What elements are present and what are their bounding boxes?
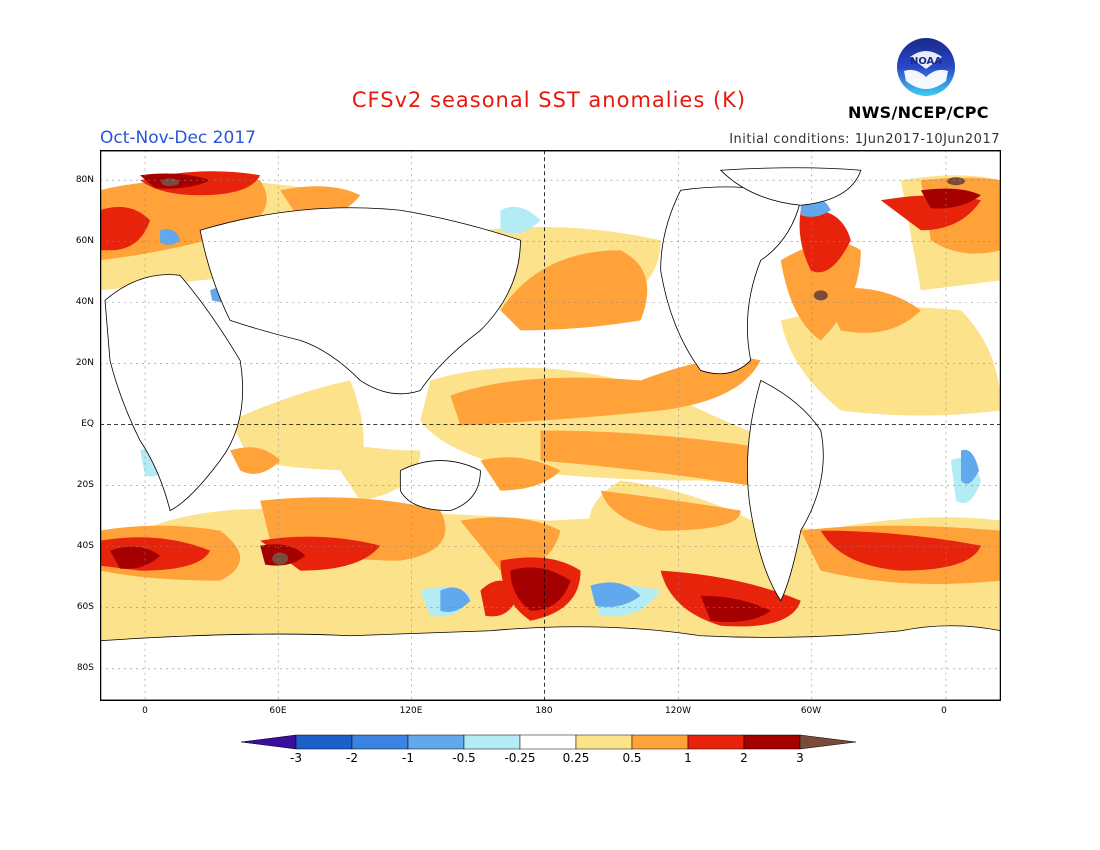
lat-label: 20N xyxy=(75,358,94,368)
lat-label: 80S xyxy=(76,663,94,673)
equator-dateline xyxy=(100,150,1001,701)
lon-label: 180 xyxy=(535,706,553,716)
lat-label: 60S xyxy=(76,602,94,612)
svg-text:NOAA: NOAA xyxy=(910,56,942,67)
agency-label: NWS/NCEP/CPC xyxy=(848,103,989,122)
colorbar-arrow-low xyxy=(240,734,297,750)
noaa-logo: NOAA xyxy=(897,38,955,96)
initial-conditions: Initial conditions: 1Jun2017-10Jun2017 xyxy=(729,132,1000,147)
sst-anomaly-map xyxy=(100,150,1001,701)
colorbar-segment xyxy=(631,734,689,750)
colorbar xyxy=(240,734,857,750)
colorbar-label: 0.5 xyxy=(622,751,642,765)
lat-label: 40S xyxy=(76,541,94,551)
colorbar-segment xyxy=(463,734,521,750)
colorbar-segment xyxy=(407,734,465,750)
lon-label: 120W xyxy=(664,706,692,716)
colorbar-segment xyxy=(575,734,633,750)
anomaly-field xyxy=(100,150,1001,701)
lat-label: EQ xyxy=(81,419,94,429)
colorbar-segment xyxy=(687,734,745,750)
lon-label: 120E xyxy=(399,706,423,716)
colorbar-label: 2 xyxy=(740,751,748,765)
lat-label: 40N xyxy=(75,297,94,307)
colorbar-label: 1 xyxy=(684,751,692,765)
graticule xyxy=(100,150,1001,701)
colorbar-label: 0.25 xyxy=(562,751,590,765)
colorbar-label: -0.25 xyxy=(504,751,536,765)
colorbar-label: -3 xyxy=(290,751,302,765)
forecast-period: Oct-Nov-Dec 2017 xyxy=(100,128,256,148)
lat-label: 60N xyxy=(75,236,94,246)
colorbar-segment xyxy=(743,734,801,750)
colorbar-segment xyxy=(351,734,409,750)
colorbar-label: -0.5 xyxy=(452,751,476,765)
lon-label: 60E xyxy=(269,706,287,716)
colorbar-segment xyxy=(519,734,577,750)
colorbar-label: -1 xyxy=(402,751,414,765)
colorbar-segment xyxy=(295,734,353,750)
map-frame xyxy=(100,150,1001,701)
colorbar-label: 3 xyxy=(796,751,804,765)
lon-label: 60W xyxy=(800,706,822,716)
continents xyxy=(100,167,1001,701)
map-title: CFSv2 seasonal SST anomalies (K) xyxy=(351,88,747,112)
lat-label: 20S xyxy=(76,480,94,490)
lat-label: 80N xyxy=(75,175,94,185)
lon-label: 0 xyxy=(941,706,947,716)
colorbar-label: -2 xyxy=(346,751,358,765)
lon-label: 0 xyxy=(142,706,148,716)
colorbar-arrow-high xyxy=(799,734,857,750)
